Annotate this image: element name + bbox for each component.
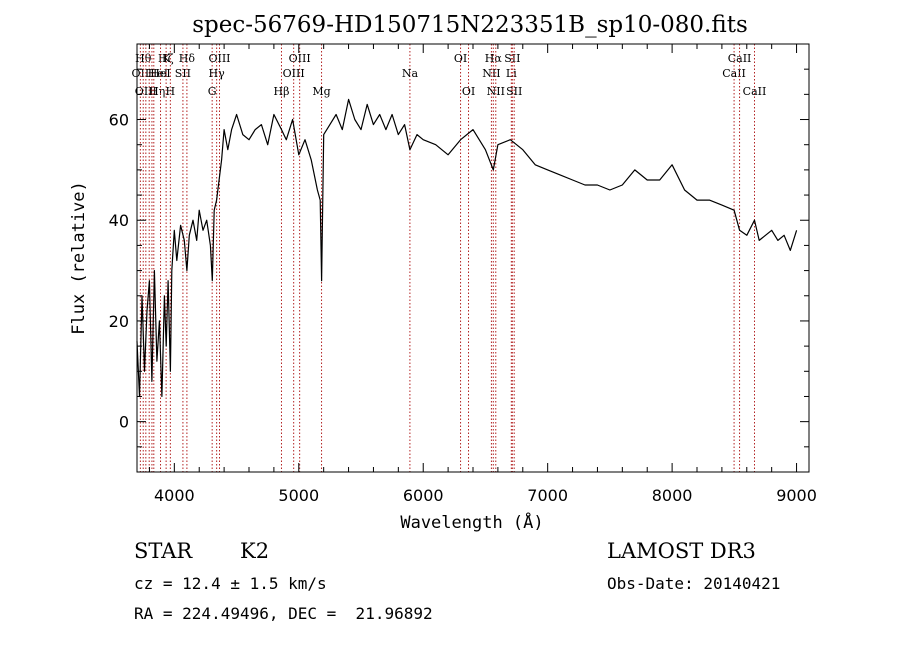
object-class: STAR [134,539,193,563]
line-marker-label-18: Na [402,67,419,80]
redshift-velocity: cz = 12.4 ± 1.5 km/s [134,574,327,593]
x-axis-label: Wavelength (Å) [400,511,543,533]
line-marker-label-0: OII [132,67,150,80]
line-marker-label-6: HeI [150,67,170,80]
line-marker-label-21: NII [482,67,500,80]
line-marker-label-20: OI [462,85,475,98]
line-marker-label-7: K [162,52,171,65]
x-tick-label-4: 8000 [652,486,693,505]
y-tick-label-3: 60 [109,111,129,130]
line-marker-label-17: Mg [312,85,330,98]
line-marker-layer: OIIHθOIIIHηHeIHζHeIKHSIIHδGHγOIIIHβOIIIO… [132,44,767,472]
survey-name: LAMOST DR3 [607,539,756,563]
x-tick-label-3: 7000 [527,486,568,505]
line-marker-label-28: CaII [728,52,752,65]
y-axis-label: Flux (relative) [69,181,89,335]
line-marker-label-14: Hβ [274,85,290,98]
chart-title: spec-56769-HD150715N223351B_sp10-080.fit… [192,12,748,38]
spectrum-line [136,98,798,398]
line-marker-label-24: Li [506,67,517,80]
x-tick-label-1: 5000 [278,486,319,505]
x-tick-label-2: 6000 [403,486,444,505]
y-tick-label-1: 20 [109,312,129,331]
line-marker-label-27: CaII [722,67,746,80]
line-marker-label-8: H [166,85,176,98]
line-marker-label-23: NII [487,85,505,98]
line-marker-label-25: SII [504,52,520,65]
x-tick-label-5: 9000 [776,486,817,505]
line-marker-label-29: CaII [743,85,767,98]
line-marker-label-19: OI [454,52,467,65]
line-marker-label-13: OIII [208,52,230,65]
x-tick-label-0: 4000 [154,486,195,505]
spectral-subclass: K2 [240,539,270,563]
y-tick-label-2: 40 [109,211,129,230]
line-marker-label-15: OIII [283,67,305,80]
line-marker-label-22: Hα [485,52,503,65]
line-marker-label-26: SII [506,85,522,98]
line-marker-label-11: G [208,85,217,98]
line-marker-label-10: Hδ [179,52,196,65]
observation-date: Obs-Date: 20140421 [607,574,781,593]
line-marker-label-4: HeI [148,67,168,80]
spectrum-layer [136,98,798,398]
line-marker-label-1: Hθ [135,52,152,65]
axis-ticks: 4000 5000 6000 7000 8000 9000 0 20 40 60 [109,43,817,505]
plot-frame [136,43,810,473]
line-marker-label-12: Hγ [209,67,226,80]
coordinates: RA = 224.49496, DEC = 21.96892 [134,604,433,623]
line-marker-label-3: Hη [149,85,165,98]
line-marker-label-16: OIII [289,52,311,65]
y-tick-label-0: 0 [119,413,129,432]
line-marker-label-9: SII [175,67,191,80]
